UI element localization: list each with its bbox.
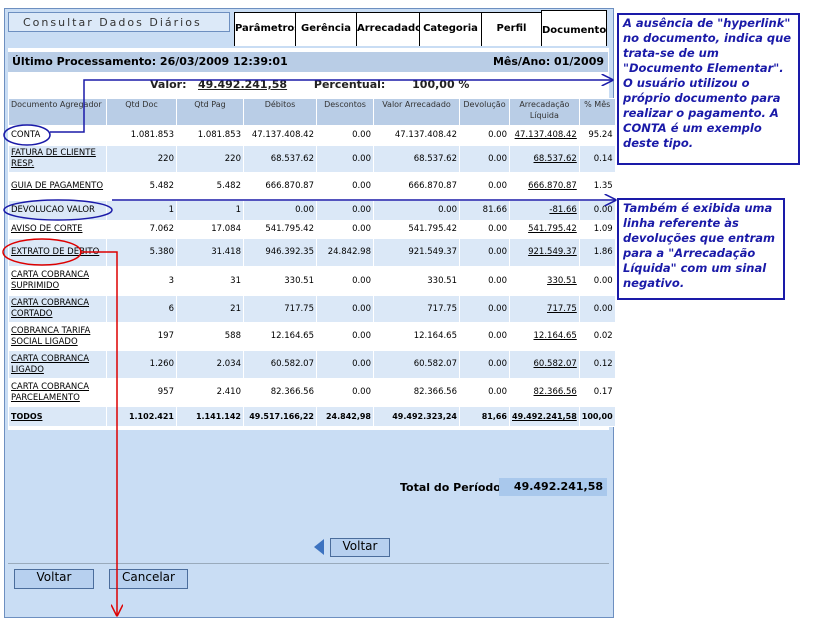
highlight-ellipse (3, 124, 51, 146)
document-name[interactable]: CARTA COBRANCA PARCELAMENTO (8, 378, 107, 407)
total-cell: 49.517.166,22 (243, 406, 317, 427)
column-header: % Mês (578, 98, 616, 126)
back-button[interactable]: Voltar (14, 569, 94, 589)
column-header: Débitos (243, 98, 317, 126)
table-row: CARTA COBRANCA LIGADO 1.260 2.034 60.582.07… (8, 350, 616, 379)
table-row: AVISO DE CORTE 7.062 17.084 541.795.42 0.00 5… (8, 220, 616, 239)
header-row: Documento Agregador Qtd Doc Qtd Pag Débitos… (8, 98, 616, 126)
total-cell: 1.102.421 (106, 406, 177, 427)
tab[interactable]: Perfil (481, 12, 542, 46)
cell: 21 (176, 295, 244, 323)
cell: 12.164.65 (373, 322, 460, 351)
cell: 0.00 (459, 295, 510, 323)
column-header: Devolução (459, 98, 510, 126)
panel-title: Consultar Dados Diários (8, 12, 230, 32)
cell[interactable]: 921.549.37 (509, 238, 580, 267)
cell: 0.00 (459, 238, 510, 267)
table-row: DEVOLUCAO VALOR 1 1 0.00 0.00 0.00 81.66 -81.66… (8, 200, 616, 221)
column-header: Qtd Pag (176, 98, 244, 126)
tab[interactable]: Arrecadador (356, 12, 427, 46)
cell: 921.549.37 (373, 238, 460, 267)
column-header: Documento Agregador (8, 98, 107, 126)
total-cell: 81,66 (459, 406, 510, 427)
cell[interactable]: 330.51 (509, 266, 580, 296)
cell: 0.17 (578, 378, 616, 407)
highlight-ellipse (2, 238, 82, 266)
info-bar: Último Processamento: 26/03/2009 12:39:0… (8, 52, 608, 72)
back-arrow-icon[interactable] (312, 538, 326, 556)
tab[interactable]: Categoria (419, 12, 482, 46)
cell: 1.86 (578, 238, 616, 267)
total-row: TODOS 1.102.421 1.141.142 49.517.166,22 24.8… (8, 406, 616, 427)
annotation: Também é exibida uma linha referente às … (617, 198, 785, 300)
value-label: Valor: (150, 78, 187, 91)
cell: 197 (106, 322, 177, 351)
document-name[interactable]: CARTA COBRANCA CORTADO (8, 295, 107, 323)
column-header: Arrecadação Líquida (509, 98, 580, 126)
cell: 1.260 (106, 350, 177, 379)
cell: 60.582.07 (373, 350, 460, 379)
cell: 6 (106, 295, 177, 323)
annotation: A ausência de "hyperlink" no documento, … (617, 13, 800, 165)
arrow (314, 539, 324, 555)
cell: 0.00 (459, 172, 510, 201)
tab[interactable]: Gerência (295, 12, 357, 46)
callout-arrow (50, 80, 612, 133)
cell: 330.51 (373, 266, 460, 296)
total-cell: 49.492.241,58 (509, 406, 580, 427)
cell: 31.418 (176, 238, 244, 267)
callout-arrow (80, 251, 117, 615)
total-cell: 100,00 (578, 406, 616, 427)
cell: 60.582.07 (243, 350, 317, 379)
cell: 82.366.56 (373, 378, 460, 407)
period-total-label: Total do Período: (400, 481, 506, 494)
cell: 0.00 (459, 145, 510, 173)
table-row: CARTA COBRANCA SUPRIMIDO 3 31 330.51 0.00 330… (8, 266, 616, 296)
cell: 0.00 (459, 125, 510, 146)
document-name[interactable]: COBRANCA TARIFA SOCIAL LIGADO (8, 322, 107, 351)
cell: 0.00 (459, 266, 510, 296)
document-name[interactable]: CARTA COBRANCA LIGADO (8, 350, 107, 379)
column-header: Qtd Doc (106, 98, 177, 126)
cell: 12.164.65 (243, 322, 317, 351)
cell: 0.00 (316, 172, 374, 201)
table-row: GUIA DE PAGAMENTO 5.482 5.482 666.870.87 0.0… (8, 172, 616, 201)
cell: 0.02 (578, 322, 616, 351)
cancel-button[interactable]: Cancelar (109, 569, 188, 589)
data-table: Documento Agregador Qtd Doc Qtd Pag Débitos… (8, 98, 616, 427)
value: 49.492.241,58 (198, 78, 288, 91)
table-row: COBRANCA TARIFA SOCIAL LIGADO 197 588 12.16… (8, 322, 616, 351)
table-row: FATURA DE CLIENTE RESP. 220 220 68.537.62 0.… (8, 145, 616, 173)
cell: 717.75 (243, 295, 317, 323)
cell[interactable]: 12.164.65 (509, 322, 580, 351)
cell[interactable]: 82.366.56 (509, 378, 580, 407)
highlight-ellipse (3, 199, 113, 221)
cell: 220 (106, 145, 177, 173)
button-bar (8, 563, 609, 615)
month-year: Mês/Ano: 01/2009 (492, 55, 604, 68)
cell: 24.842.98 (316, 238, 374, 267)
cell: 0.00 (459, 220, 510, 239)
table-row: CARTA COBRANCA PARCELAMENTO 957 2.410 82.36… (8, 378, 616, 407)
back-button[interactable]: Voltar (330, 538, 390, 557)
cell: 717.75 (373, 295, 460, 323)
last-processing: Último Processamento: 26/03/2009 12:39:0… (12, 55, 288, 68)
percent-label: Percentual: (313, 78, 386, 91)
cell: 0.00 (459, 378, 510, 407)
summary: Valor: 49.492.241,58 Percentual: 100,00 … (150, 78, 469, 91)
cell: 3 (106, 266, 177, 296)
cell: 0.12 (578, 350, 616, 379)
table-row: CONTA 1.081.853 1.081.853 47.137.408.42 0.00… (8, 125, 616, 146)
period-total-value: 49.492.241,58 (499, 478, 607, 496)
percent: 100,00 % (412, 78, 470, 91)
table-row: CARTA COBRANCA CORTADO 6 21 717.75 0.00 717.7… (8, 295, 616, 323)
cell: 0.00 (316, 266, 374, 296)
tab[interactable]: Documento (541, 10, 607, 46)
cell: 0.00 (578, 295, 616, 323)
cell: 220 (176, 145, 244, 173)
cell: 0.00 (459, 350, 510, 379)
